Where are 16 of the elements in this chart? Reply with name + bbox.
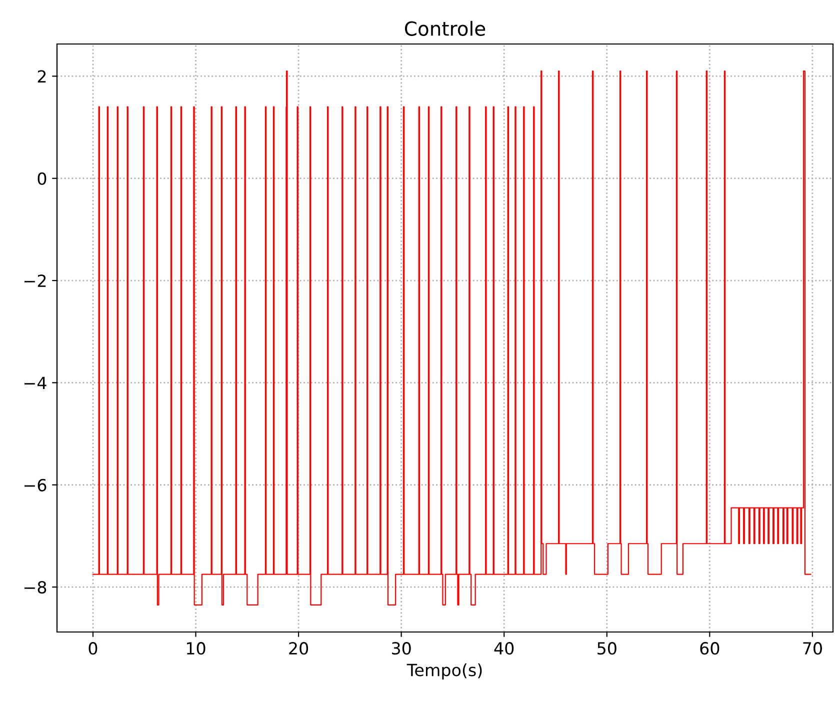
x-tick-label: 0 <box>88 642 98 655</box>
x-tick-label: 30 <box>392 642 411 655</box>
y-tick-label: 2 <box>38 70 46 83</box>
x-axis-title: Tempo(s) <box>406 663 482 680</box>
y-tick-label: −2 <box>24 274 46 287</box>
x-tick-label: 20 <box>289 642 308 655</box>
x-tick-label: 40 <box>494 642 514 655</box>
x-tick-label: 70 <box>803 642 822 655</box>
x-tick-label: 60 <box>700 642 720 655</box>
y-tick-label: −6 <box>24 478 46 492</box>
x-tick-label: 50 <box>598 642 616 655</box>
y-tick-label: −8 <box>24 581 46 594</box>
y-tick-label: −4 <box>24 376 46 390</box>
y-tick-label: 0 <box>38 172 46 185</box>
chart-title: Controle <box>404 20 486 36</box>
x-tick-label: 10 <box>186 642 206 655</box>
